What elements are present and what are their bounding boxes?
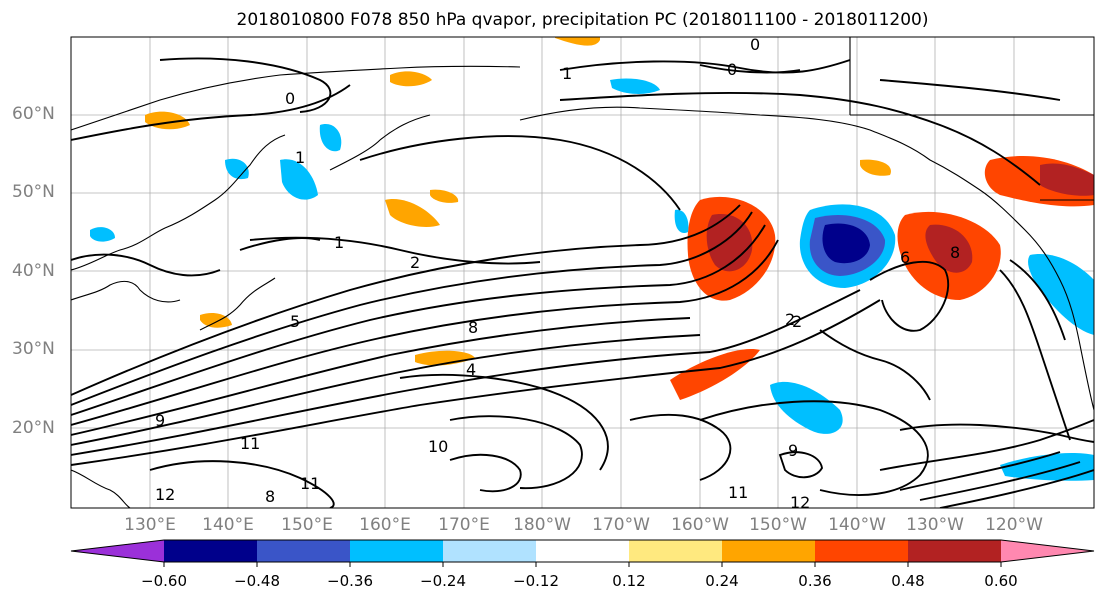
contour-label: 11 [240,434,260,453]
lon-label-130w: 130°W [906,515,964,535]
contour-label: 2 [785,310,795,329]
lon-label-160w: 160°W [671,515,729,535]
colorbar-segment [257,540,351,562]
lon-label-160e: 160°E [359,515,411,535]
colorbar-tick-label: −0.24 [420,572,466,590]
colorbar-tick-label: −0.12 [513,572,559,590]
contour-label: 6 [900,248,910,267]
contour-label: 0 [727,60,737,79]
qvapor-contours [71,57,1094,508]
lon-label-130e: 130°E [124,515,176,535]
lat-label-40n: 40°N [12,261,55,281]
colorbar-segment [629,540,723,562]
contour-label: 5 [290,312,300,331]
contour-label-group: 0 0 0 1 1 1 2 2 5 4 8 9 10 11 11 12 11 8… [155,35,960,512]
coastlines [71,37,1094,508]
lon-label-150e: 150°E [281,515,333,535]
colorbar-segment [443,540,537,562]
colorbar-tick-label: −0.48 [234,572,280,590]
contour-label: 0 [750,35,760,54]
colorbar-segment [164,540,258,562]
contour-label: 11 [300,474,320,493]
colorbar-tick-marks [163,562,1002,567]
lat-label-30n: 30°N [12,339,55,359]
contour-label: 2 [792,312,802,331]
lon-label-170e: 170°E [438,515,490,535]
lat-label-20n: 20°N [12,418,55,438]
contour-label: 0 [285,89,295,108]
colorbar-segment [815,540,909,562]
lon-label-150w: 150°W [749,515,807,535]
colorbar-tick-label: 0.36 [798,572,832,590]
lat-label-50n: 50°N [12,182,55,202]
colorbar-segment [908,540,1002,562]
colorbar-segment [536,540,630,562]
contour-label: 8 [468,318,478,337]
contour-label: 8 [265,487,275,506]
lat-label-60n: 60°N [12,104,55,124]
contour-label: 12 [790,493,810,512]
lon-label-180w: 180°W [513,515,571,535]
colorbar-tick-label: 0.60 [984,572,1018,590]
lon-label-170w: 170°W [592,515,650,535]
lon-label-140e: 140°E [202,515,254,535]
contour-label: 2 [410,253,420,272]
colorbar-tick-label: 0.24 [705,572,739,590]
colorbar-tick-label: 0.12 [612,572,646,590]
lon-label-120w: 120°W [985,515,1043,535]
map-frame [70,36,1095,509]
colorbar-tick-label: −0.60 [141,572,187,590]
map-title: 2018010800 F078 850 hPa qvapor, precipit… [236,10,929,30]
contour-label: 4 [466,360,476,379]
contour-label: 11 [728,483,748,502]
contour-label: 8 [950,243,960,262]
lon-label-140w: 140°W [828,515,886,535]
colorbar-segment [1001,540,1094,562]
colorbar-segment [722,540,816,562]
precip-negative-regions [90,78,1094,481]
colorbar-tick-label: 0.48 [891,572,925,590]
contour-label: 9 [155,411,165,430]
colorbar-tick-label: −0.36 [327,572,373,590]
contour-label: 1 [334,233,344,252]
colorbar-segment [71,540,164,562]
colorbar-segments [70,539,1095,563]
colorbar-segment [350,540,444,562]
contour-label: 1 [562,64,572,83]
contour-label: 1 [295,148,305,167]
contour-label: 9 [788,441,798,460]
contour-label: 10 [428,437,448,456]
contour-label: 12 [155,485,175,504]
